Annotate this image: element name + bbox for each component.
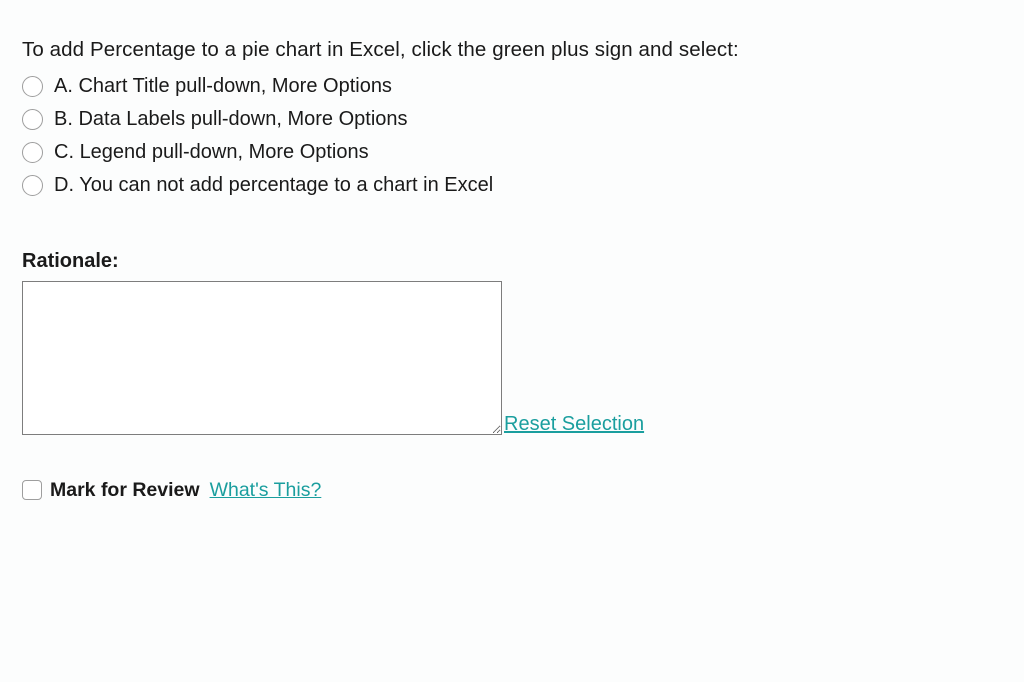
rationale-textarea[interactable] — [22, 281, 502, 435]
option-d-label: D. You can not add percentage to a chart… — [54, 172, 493, 199]
mark-for-review-checkbox[interactable] — [22, 480, 42, 500]
option-b-row[interactable]: B. Data Labels pull-down, More Options — [22, 103, 1002, 136]
mark-for-review-row: Mark for Review What's This? — [22, 479, 1002, 502]
reset-selection-link[interactable]: Reset Selection — [504, 413, 644, 435]
rationale-section: Rationale: Reset Selection — [22, 250, 1002, 435]
rationale-row: Reset Selection — [22, 281, 1002, 435]
question-prompt: To add Percentage to a pie chart in Exce… — [22, 36, 1002, 64]
option-b-radio[interactable] — [22, 109, 43, 130]
option-d-row[interactable]: D. You can not add percentage to a chart… — [22, 169, 1002, 202]
answer-options: A. Chart Title pull-down, More Options B… — [22, 70, 1002, 202]
option-a-row[interactable]: A. Chart Title pull-down, More Options — [22, 70, 1002, 103]
mark-for-review-label: Mark for Review — [50, 479, 200, 502]
option-b-label: B. Data Labels pull-down, More Options — [54, 106, 408, 133]
option-a-label: A. Chart Title pull-down, More Options — [54, 73, 392, 100]
whats-this-link[interactable]: What's This? — [210, 479, 322, 502]
option-c-row[interactable]: C. Legend pull-down, More Options — [22, 136, 1002, 169]
option-c-radio[interactable] — [22, 142, 43, 163]
rationale-label: Rationale: — [22, 250, 1002, 273]
option-a-radio[interactable] — [22, 76, 43, 97]
option-c-label: C. Legend pull-down, More Options — [54, 139, 369, 166]
option-d-radio[interactable] — [22, 175, 43, 196]
question-page: To add Percentage to a pie chart in Exce… — [0, 0, 1024, 524]
